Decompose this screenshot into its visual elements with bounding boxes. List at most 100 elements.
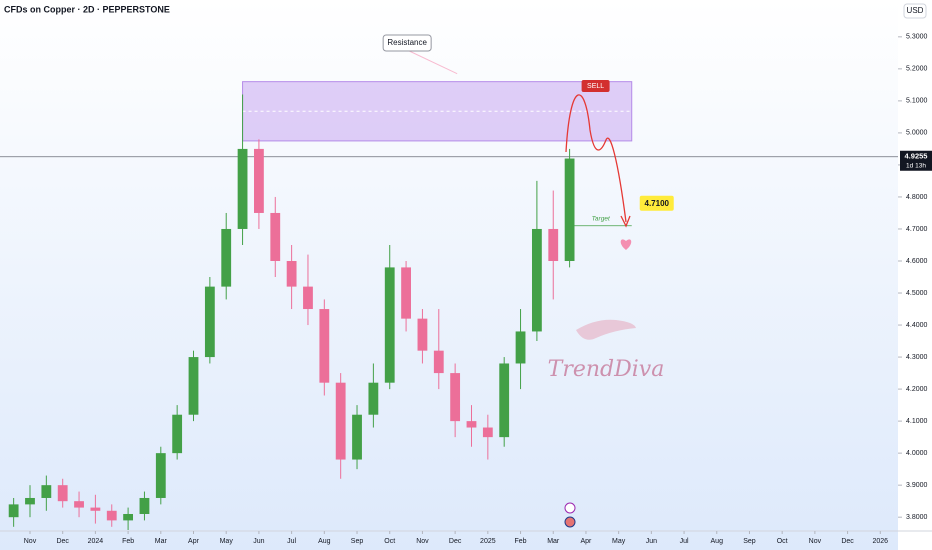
y-tick-label: 4.5000 <box>906 290 928 297</box>
sell-label: SELL <box>587 83 604 90</box>
event-icon <box>564 516 576 528</box>
candle-body <box>303 286 313 310</box>
candle-body <box>74 501 84 508</box>
y-tick-label: 3.8000 <box>906 514 928 521</box>
x-tick-label: Jul <box>287 538 296 545</box>
candle-body <box>335 382 346 460</box>
y-tick-label: 4.2000 <box>906 386 928 393</box>
target-price-box <box>639 195 674 211</box>
candle-body <box>270 212 281 261</box>
x-tick-label: Apr <box>188 538 200 545</box>
y-tick-label: 4.0000 <box>906 450 928 457</box>
candle-body <box>531 228 542 332</box>
x-tick-label: Dec <box>841 538 854 545</box>
candle-body <box>482 427 493 438</box>
x-tick-label: Oct <box>777 538 788 545</box>
resistance-pointer <box>406 49 458 75</box>
candle-body <box>433 350 444 374</box>
x-tick-label: Jun <box>646 538 657 545</box>
x-tick-label: Sep <box>351 538 364 545</box>
x-tick-label: Mar <box>155 538 168 545</box>
candle-body <box>286 260 297 287</box>
y-tick-label: 4.1000 <box>906 418 928 425</box>
candle-body <box>548 228 559 261</box>
x-tick-label: Dec <box>56 538 69 545</box>
y-tick-label: 5.0000 <box>906 130 928 137</box>
candle-body <box>466 421 477 428</box>
chart-title: CFDs on Copper · 2D · PEPPERSTONE <box>4 4 170 14</box>
arrow-head <box>620 215 631 228</box>
candle-body <box>564 158 575 261</box>
candle-body <box>221 228 232 287</box>
x-tick-label: Nov <box>809 538 822 545</box>
x-tick-label: 2026 <box>872 538 888 545</box>
y-tick-label: 5.2000 <box>906 66 928 73</box>
x-tick-label: Feb <box>122 538 134 545</box>
sell-box <box>581 80 610 92</box>
candle-body <box>417 318 428 351</box>
candle-body <box>57 485 68 502</box>
candle-body <box>368 382 379 415</box>
x-tick-label: Jun <box>253 538 264 545</box>
candle-body <box>90 507 101 511</box>
candle-body <box>384 267 395 383</box>
x-tick-label: Oct <box>384 538 395 545</box>
candle-body <box>188 357 199 415</box>
candle-body <box>499 363 510 438</box>
candle-body <box>254 148 264 213</box>
candle-body <box>139 497 150 514</box>
watermark: TrendDiva <box>548 357 665 382</box>
projection-arrow <box>565 94 627 223</box>
y-tick-label: 4.3000 <box>906 354 928 361</box>
x-tick-label: Apr <box>580 538 592 545</box>
x-tick-label: Sep <box>743 538 756 545</box>
last-price-label: 4.9255 <box>905 152 928 161</box>
candle-body <box>25 497 35 505</box>
x-tick-label: Aug <box>318 538 331 545</box>
x-tick-label: 2025 <box>480 538 496 545</box>
candle-body <box>204 286 215 358</box>
y-tick-label: 4.4000 <box>906 322 928 329</box>
candle-body <box>319 309 330 383</box>
x-tick-label: Nov <box>416 538 429 545</box>
target-label: Target <box>592 215 611 222</box>
candle-body <box>352 414 362 460</box>
y-tick-label: 3.9000 <box>906 482 928 489</box>
x-tick-label: Aug <box>711 538 724 545</box>
x-tick-label: Dec <box>449 538 462 545</box>
x-tick-label: May <box>612 538 626 545</box>
candle-body <box>172 414 183 454</box>
y-tick-label: 5.1000 <box>906 98 928 105</box>
x-tick-label: Jul <box>680 538 689 545</box>
candle-body <box>450 373 461 422</box>
price-axis <box>898 0 932 550</box>
candle-body <box>155 453 166 498</box>
currency-box[interactable] <box>903 3 927 19</box>
candle-body <box>8 504 19 518</box>
candle-body <box>41 485 52 498</box>
y-tick-label: 5.3000 <box>906 34 928 41</box>
event-icon <box>564 502 576 514</box>
y-tick-label: 4.6000 <box>906 258 928 265</box>
last-price-box <box>900 150 932 171</box>
candle-body <box>123 513 134 521</box>
target-price-label: 4.7100 <box>645 199 670 208</box>
watermark-hand <box>576 319 636 340</box>
x-tick-label: Nov <box>24 538 37 545</box>
y-tick-label: 4.7000 <box>906 226 928 233</box>
x-tick-label: May <box>220 538 234 545</box>
x-tick-label: 2024 <box>88 538 104 545</box>
resistance-label: Resistance <box>387 38 427 47</box>
currency[interactable]: USD <box>907 6 924 15</box>
candle-body <box>106 510 117 521</box>
x-tick-label: Mar <box>547 538 560 545</box>
countdown: 1d 13h <box>906 162 926 169</box>
y-tick-label: 4.8000 <box>906 194 928 201</box>
heart-icon <box>620 239 632 250</box>
resistance-label-box <box>382 34 432 52</box>
x-tick-label: Feb <box>515 538 527 545</box>
candle-body <box>515 331 526 364</box>
candle-body <box>401 267 411 319</box>
candle-body <box>237 148 248 229</box>
